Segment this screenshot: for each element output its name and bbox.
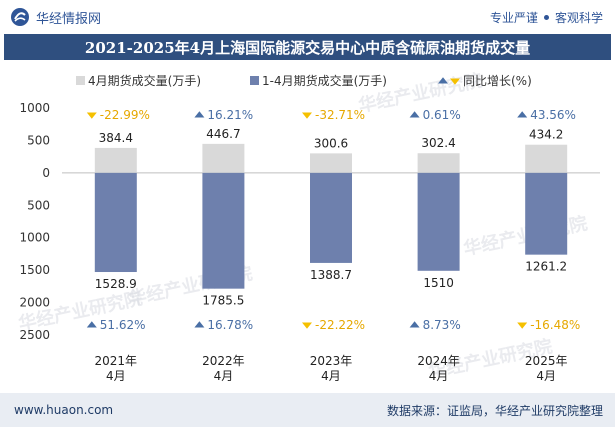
tagline-left: 专业严谨 (489, 10, 538, 25)
x-category-line: 2021年 (95, 354, 138, 368)
x-category-label: 2025年 4月 (525, 354, 568, 383)
value-label-cumulative: 1510 (423, 276, 454, 290)
legend-label-cumulative: 1-4月期货成交量(万手) (262, 73, 387, 88)
growth-label-monthly: -32.71% (315, 108, 365, 122)
growth-label-cumulative: 51.62% (100, 318, 146, 332)
huajing-logo-icon (11, 8, 29, 26)
brand: 华经情报网 (10, 7, 101, 27)
footer-bar: www.huaon.com 数据来源：证监局，华经产业研究院整理 (0, 393, 615, 427)
y-tick-label: 1500 (19, 263, 50, 277)
chart-legend: 4月期货成交量(万手) 1-4月期货成交量(万手) 同比增长(%) (76, 73, 532, 88)
growth-down-icon (302, 322, 312, 329)
tagline-right: 客观科学 (554, 10, 603, 25)
x-category-line: 4月 (429, 369, 449, 383)
x-category-line: 4月 (321, 369, 341, 383)
growth-down-icon (302, 112, 312, 119)
x-category-line: 2025年 (525, 354, 568, 368)
brand-name: 华经情报网 (36, 11, 102, 27)
x-category-line: 2024年 (417, 354, 460, 368)
value-label-monthly: 302.4 (421, 136, 455, 150)
y-tick-label: 2500 (19, 328, 50, 342)
growth-up-icon (517, 111, 528, 118)
data-source: 数据来源：证监局，华经产业研究院整理 (386, 403, 603, 418)
growth-up-icon (194, 111, 205, 118)
legend-label-monthly: 4月期货成交量(万手) (88, 73, 201, 88)
growth-label-monthly: 0.61% (423, 108, 461, 122)
x-category-label: 2024年 4月 (417, 354, 460, 383)
growth-label-cumulative: -16.48% (530, 318, 580, 332)
bar-cumulative (525, 172, 568, 255)
legend-up-triangle-icon (438, 77, 448, 84)
growth-up-icon (194, 321, 205, 328)
y-tick-label: 500 (27, 133, 50, 147)
x-category-line: 2023年 (310, 354, 353, 368)
legend-swatch-cumulative (250, 76, 259, 85)
value-label-cumulative: 1261.2 (525, 260, 567, 274)
bar-cumulative (310, 172, 352, 263)
growth-up-icon (409, 321, 420, 328)
value-label-monthly: 434.2 (529, 128, 563, 142)
x-category-line: 4月 (214, 369, 234, 383)
bar-monthly (202, 143, 245, 173)
growth-label-cumulative: 16.78% (207, 318, 253, 332)
growth-up-icon (86, 321, 97, 328)
growth-label-cumulative: -22.22% (315, 318, 365, 332)
y-tick-label: 2000 (19, 296, 50, 310)
site-url: www.huaon.com (14, 403, 114, 417)
x-category-label: 2022年 4月 (202, 354, 245, 383)
y-tick-label: 500 (27, 198, 50, 212)
bar-monthly (94, 147, 137, 173)
tagline-dot-icon (543, 14, 549, 20)
value-label-cumulative: 1785.5 (202, 294, 244, 308)
growth-label-monthly: 16.21% (207, 108, 253, 122)
value-label-monthly: 384.4 (99, 131, 133, 145)
value-label-monthly: 300.6 (314, 136, 348, 150)
legend-down-triangle-icon (450, 78, 460, 85)
y-tick-label: 1000 (19, 101, 50, 115)
growth-down-icon (86, 112, 97, 119)
bar-monthly (417, 153, 460, 173)
value-label-cumulative: 1388.7 (310, 268, 352, 282)
growth-label-monthly: 43.56% (530, 108, 576, 122)
y-tick-label: 0 (42, 166, 50, 180)
value-label-cumulative: 1528.9 (95, 277, 137, 291)
chart-title: 2021-2025年4月上海国际能源交易中心中质含硫原油期货成交量 (84, 38, 531, 57)
bars-layer (94, 143, 568, 289)
y-tick-label: 1000 (19, 231, 50, 245)
x-category-line: 4月 (536, 369, 556, 383)
growth-label-cumulative: 8.73% (423, 318, 461, 332)
growth-label-monthly: -22.99% (100, 108, 150, 122)
bar-cumulative (417, 172, 460, 271)
top-bar: 华经情报网 专业严谨 客观科学 (0, 0, 615, 34)
legend-label-growth: 同比增长(%) (463, 74, 532, 88)
bar-monthly (525, 144, 568, 173)
x-category-line: 2022年 (202, 354, 245, 368)
value-label-monthly: 446.7 (206, 127, 240, 141)
x-category-label: 2023年 4月 (310, 354, 353, 383)
x-category-label: 2021年 4月 (95, 354, 138, 383)
title-bar: 2021-2025年4月上海国际能源交易中心中质含硫原油期货成交量 (4, 34, 611, 60)
bar-monthly (310, 153, 352, 173)
growth-down-icon (517, 322, 528, 329)
bar-cumulative (94, 172, 137, 273)
legend-swatch-monthly (76, 76, 85, 85)
growth-up-icon (409, 111, 420, 118)
bar-chart: 华经产业研究院华经产业研究院华经产业研究院华经产业研究院华经产业研究院 4月期货… (16, 69, 600, 383)
bar-cumulative (202, 172, 245, 289)
x-category-line: 4月 (106, 369, 126, 383)
tagline: 专业严谨 客观科学 (490, 9, 603, 26)
